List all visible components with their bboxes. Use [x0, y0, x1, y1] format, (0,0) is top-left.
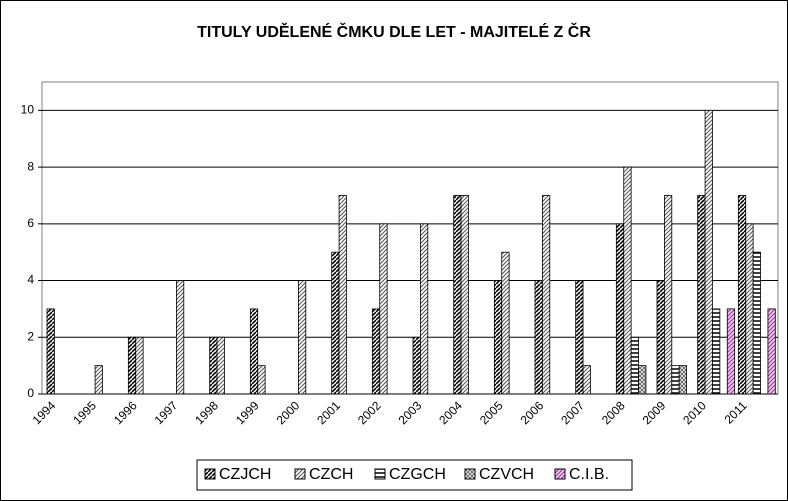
bar [419, 223, 429, 395]
bar [630, 336, 639, 395]
y-tick-label: 10 [21, 103, 35, 117]
bar [331, 251, 340, 395]
bar [127, 336, 137, 395]
legend-label: CZGCH [389, 466, 446, 483]
bar [542, 195, 551, 395]
bar [209, 336, 218, 395]
plot-area [41, 81, 779, 395]
bar [615, 223, 625, 395]
bar [726, 308, 736, 395]
bar [412, 336, 421, 395]
bar [575, 280, 584, 395]
bar [216, 336, 225, 395]
bar [582, 365, 591, 395]
bar [623, 166, 632, 395]
legend-label: CZCH [309, 466, 353, 483]
bar [371, 308, 381, 395]
y-tick-label: 4 [27, 273, 34, 287]
bar [534, 280, 543, 395]
bar [767, 308, 776, 395]
bar [656, 280, 665, 395]
bar [338, 195, 347, 395]
bar [671, 365, 680, 395]
y-tick-label: 6 [27, 216, 34, 230]
legend-swatch [204, 468, 216, 480]
bar [737, 195, 747, 395]
legend-swatch [554, 468, 566, 480]
bar [46, 308, 55, 395]
legend-label: CZJCH [219, 466, 271, 483]
bar [745, 223, 754, 395]
bar [249, 308, 259, 395]
bar [638, 365, 647, 395]
legend-label: CZVCH [479, 466, 534, 483]
legend-label: C.I.B. [569, 466, 609, 483]
bar [94, 365, 103, 395]
bar [678, 365, 688, 395]
bar [453, 195, 462, 395]
y-tick-label: 8 [27, 159, 34, 173]
y-tick-label: 2 [27, 329, 34, 343]
bar [712, 308, 721, 395]
bar [752, 251, 761, 395]
bar [257, 365, 266, 395]
bar [664, 195, 673, 395]
bar [493, 280, 503, 395]
bar [460, 195, 469, 395]
bar [175, 280, 185, 395]
bar [135, 336, 144, 395]
chart-title: TITULY UDĚLENÉ ČMKU DLE LET - MAJITELÉ Z… [197, 22, 591, 41]
legend-swatch [294, 468, 306, 480]
bar [379, 223, 388, 395]
bar [697, 195, 706, 395]
bar [704, 109, 713, 395]
legend-swatch [374, 468, 386, 480]
y-tick-label: 0 [27, 386, 34, 400]
bar [501, 251, 510, 395]
legend-swatch [464, 468, 476, 480]
bar [297, 280, 307, 395]
